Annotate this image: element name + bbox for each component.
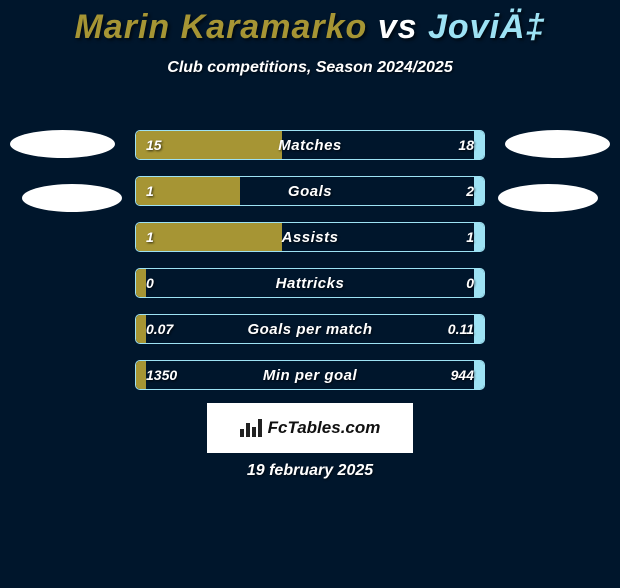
brand-text: FcTables.com [268,418,381,438]
title-vs: vs [378,8,418,46]
stat-value-right: 0 [466,269,474,297]
stat-value-left: 15 [146,131,162,159]
stat-value-left: 1350 [146,361,177,389]
stat-row: Assists1 1 [135,222,485,252]
stat-value-left: 1 [146,223,154,251]
stat-row: Goals1 2 [135,176,485,206]
stat-row: Hattricks0 0 [135,268,485,298]
stat-row: Min per goal1350 944 [135,360,485,390]
stat-label: Matches [136,131,484,159]
comparison-title: Marin Karamarko vs JoviÄ‡ [0,8,620,47]
stat-row: Matches15 18 [135,130,485,160]
stat-label: Goals [136,177,484,205]
stat-value-left: 1 [146,177,154,205]
stat-value-left: 0.07 [146,315,173,343]
stat-label: Min per goal [136,361,484,389]
player2-team-placeholder [498,184,598,212]
bar-chart-icon [240,419,262,437]
title-player1: Marin Karamarko [74,8,367,46]
stat-value-right: 944 [451,361,474,389]
subtitle: Club competitions, Season 2024/2025 [0,59,620,77]
stats-bar-chart: Matches1518Goals12Assists11Hattricks00Go… [135,130,485,406]
stat-value-right: 18 [458,131,474,159]
title-player2: JoviÄ‡ [428,8,546,46]
stat-label: Hattricks [136,269,484,297]
stat-value-left: 0 [146,269,154,297]
stat-label: Assists [136,223,484,251]
date-text: 19 february 2025 [0,462,620,480]
player1-avatar-placeholder [10,130,115,158]
player2-avatar-placeholder [505,130,610,158]
stat-label: Goals per match [136,315,484,343]
brand-badge: FcTables.com [207,403,413,453]
player1-team-placeholder [22,184,122,212]
stat-value-right: 1 [466,223,474,251]
stat-value-right: 0.11 [448,315,474,343]
stat-value-right: 2 [466,177,474,205]
stat-row: Goals per match0.07 0.11 [135,314,485,344]
